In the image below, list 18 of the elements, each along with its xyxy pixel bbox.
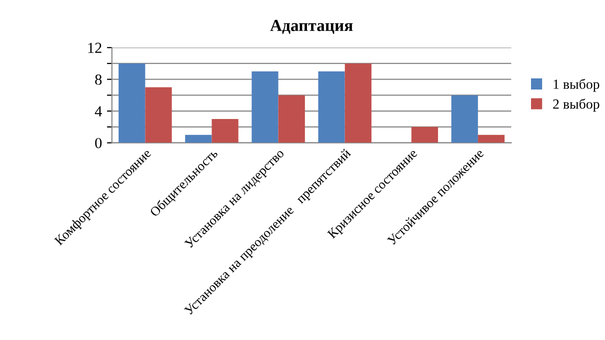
legend-label: 2 выбор [553, 98, 600, 112]
bar [478, 134, 505, 143]
chart-title: Адаптация [270, 20, 353, 34]
legend-label: 1 выбор [554, 78, 600, 92]
bar [252, 71, 278, 143]
bar [145, 87, 172, 143]
bar [451, 95, 478, 143]
y-tick-label: 0 [95, 138, 102, 148]
bar [411, 126, 438, 143]
y-tick-label: 12 [88, 42, 102, 53]
bar [344, 63, 372, 143]
y-tick-label: 8 [95, 74, 102, 85]
bar [185, 134, 212, 143]
bar [118, 63, 146, 143]
y-tick-label: 4 [94, 106, 102, 116]
bar [278, 95, 305, 143]
bar [212, 119, 238, 143]
bar [318, 71, 345, 143]
